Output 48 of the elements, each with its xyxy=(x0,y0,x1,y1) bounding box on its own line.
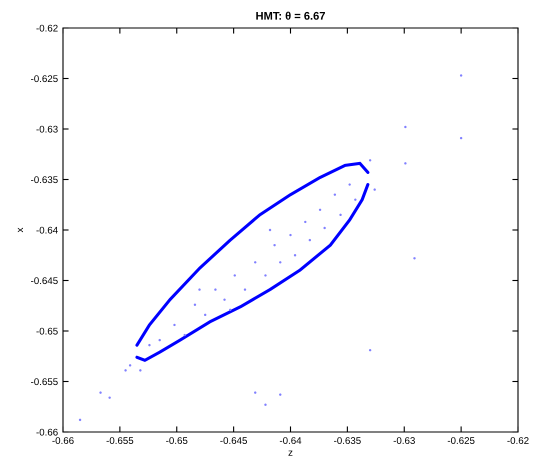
point xyxy=(323,226,326,230)
x-tick-label: -0.64 xyxy=(280,437,302,444)
point xyxy=(368,348,372,352)
point xyxy=(460,136,462,140)
point xyxy=(404,162,407,165)
y-axis-title: x xyxy=(18,228,23,232)
point xyxy=(334,193,336,196)
y-tick-label: -0.66 xyxy=(36,428,58,436)
chart-title: HMT: θ = 6.67 xyxy=(256,12,325,20)
y-tick-label: -0.625 xyxy=(31,75,58,82)
line-series xyxy=(135,183,370,362)
point xyxy=(124,369,127,372)
point xyxy=(99,391,102,394)
x-tick-label: -0.65 xyxy=(166,437,188,444)
point xyxy=(128,364,132,367)
y-tick-label: -0.645 xyxy=(31,277,58,284)
x-tick-label: -0.655 xyxy=(106,437,134,444)
y-tick-label: -0.63 xyxy=(36,126,58,133)
y-tick-label: -0.655 xyxy=(31,378,58,386)
y-tick-label: -0.65 xyxy=(36,328,58,335)
point xyxy=(139,369,142,372)
point xyxy=(354,198,357,201)
point xyxy=(339,214,342,216)
x-tick-label: -0.63 xyxy=(394,437,415,444)
x-tick-label: -0.625 xyxy=(448,437,474,444)
point xyxy=(308,238,312,242)
point xyxy=(318,208,322,212)
x-tick-label: -0.635 xyxy=(334,437,361,444)
line-series xyxy=(135,162,370,347)
x-tick-label: -0.66 xyxy=(52,437,74,444)
point xyxy=(348,183,351,186)
y-tick-label: -0.635 xyxy=(31,176,58,184)
point xyxy=(108,396,111,399)
x-tick-label: -0.62 xyxy=(507,437,529,444)
y-tick-label: -0.62 xyxy=(36,24,58,32)
point xyxy=(78,418,82,422)
point xyxy=(204,314,206,316)
y-tick-label: -0.64 xyxy=(36,226,58,234)
point xyxy=(404,126,407,128)
x-tick-label: -0.645 xyxy=(220,437,247,444)
point xyxy=(158,338,161,342)
point xyxy=(460,74,462,77)
point xyxy=(214,288,217,291)
point xyxy=(368,159,372,162)
point xyxy=(148,344,151,346)
point xyxy=(373,188,376,191)
x-axis-title: z xyxy=(288,450,292,456)
point xyxy=(273,244,276,246)
